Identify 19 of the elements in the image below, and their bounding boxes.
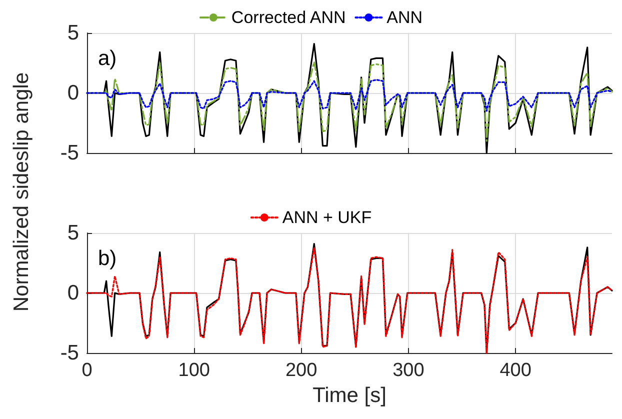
y-tick-label: 0 [67,282,79,304]
y-tick-label: -5 [60,142,79,164]
x-tick-label: 100 [178,360,210,381]
x-axis-title: Time [s] [312,384,386,407]
text: a) [98,47,117,70]
x-tick-label: 0 [82,360,92,381]
line-series [86,79,613,112]
y-axis-title: Normalized sideslip angle [10,72,34,312]
y-tick-label: 0 [67,82,79,104]
y-tick-label: 5 [67,22,79,44]
x-tick-label: 300 [392,360,424,381]
legend-label: ANN + UKF [282,208,372,227]
y-tick-label: -5 [60,342,79,364]
text: b) [98,247,117,270]
legend-label: ANN [386,8,423,27]
legend-label: Corrected ANN [231,8,346,27]
x-tick-label: 200 [285,360,318,381]
y-tick-label: 5 [67,222,79,244]
x-tick-label: 400 [500,360,532,381]
